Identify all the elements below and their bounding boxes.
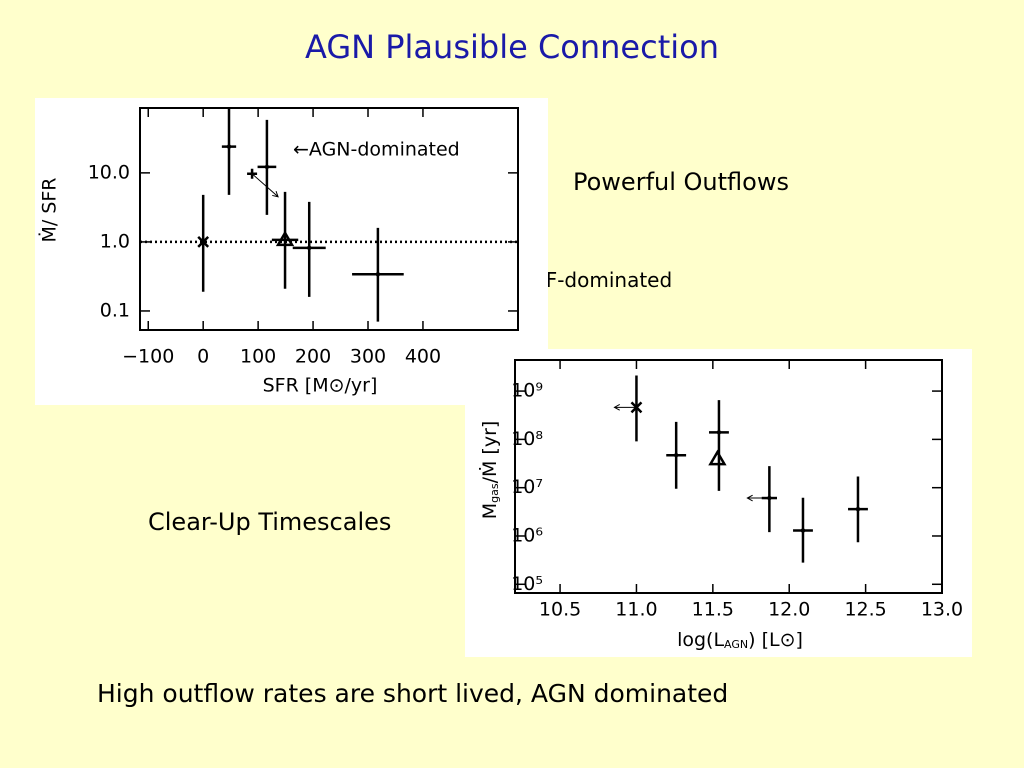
y-tick-label: 10⁸ (511, 428, 543, 450)
limit-arrow (613, 404, 637, 411)
x-axis-label-sub: AGN (724, 638, 748, 651)
y-axis-label: Mgas/Ṁ [yr] (478, 421, 502, 520)
point (264, 164, 270, 170)
point (306, 245, 312, 251)
marker-plus (247, 168, 258, 179)
x-axis-label: SFR [M⊙/yr] (263, 375, 378, 397)
point (716, 430, 722, 435)
y-tick-label: 10⁹ (511, 380, 543, 402)
x-tick-label: 13.0 (921, 599, 963, 621)
y-axis-label-rest: /Ṁ [yr] (478, 421, 501, 484)
annotation: ←AGN-dominated (293, 139, 460, 161)
marker-triangle (708, 449, 727, 466)
y-axis-label-main: M (479, 503, 501, 519)
x-tick-label: 11.5 (692, 599, 734, 621)
y-axis-label: Ṁ/ SFR (38, 177, 61, 242)
x-tick-label: 10.5 (539, 599, 581, 621)
marker-triangle (275, 230, 295, 247)
footer-text: High outflow rates are short lived, AGN … (97, 679, 728, 708)
chart-panel: ←AGN-dominated −100 0 100 200 300 400 0.1 1.0 10… (35, 98, 548, 405)
y-tick-label: 10.0 (88, 161, 130, 183)
annotation: Clear-Up Timescales (148, 508, 391, 536)
y-tick-label: 10⁷ (511, 476, 543, 498)
slide-title: AGN Plausible Connection (305, 28, 719, 66)
y-tick-label: 1.0 (100, 230, 130, 252)
x-tick-label: 300 (350, 346, 386, 368)
x-tick-label: 100 (240, 346, 276, 368)
x-tick-label: 0 (197, 346, 209, 368)
point (800, 528, 806, 533)
point (226, 144, 232, 149)
plot-frame (514, 359, 943, 594)
limit-arrow (746, 494, 770, 502)
panel-bg (35, 98, 548, 405)
x-axis-label-rest: ) [L⊙] (748, 629, 803, 651)
point (673, 452, 679, 458)
chart-panel: 10.5 11.0 11.5 12.0 12.5 13.0 10⁵ 10⁶ 10⁷ 10⁸ 10⁹ l… (465, 349, 972, 657)
x-tick-label: 12.0 (768, 599, 810, 621)
x-tick-label: 200 (295, 346, 331, 368)
x-axis-label: log(LAGN) [L⊙] (677, 629, 803, 652)
annotation: SF-dominated (533, 268, 672, 292)
point (855, 506, 861, 512)
x-tick-label: 400 (405, 346, 441, 368)
limit-arrow (251, 173, 279, 198)
plot-frame (139, 107, 519, 331)
y-tick-label: 10⁵ (511, 573, 543, 595)
y-tick-label: 0.1 (100, 299, 130, 321)
y-tick-label: 10⁶ (511, 524, 543, 546)
x-axis-label-main: log(L (677, 629, 724, 651)
x-tick-label: 12.5 (844, 599, 886, 621)
x-tick-label: −100 (122, 346, 174, 368)
x-tick-label: 11.0 (615, 599, 657, 621)
annotation: Powerful Outflows (573, 168, 789, 196)
point (375, 272, 381, 277)
marker-x (197, 236, 210, 248)
y-axis-label-sub: gas (488, 483, 501, 503)
